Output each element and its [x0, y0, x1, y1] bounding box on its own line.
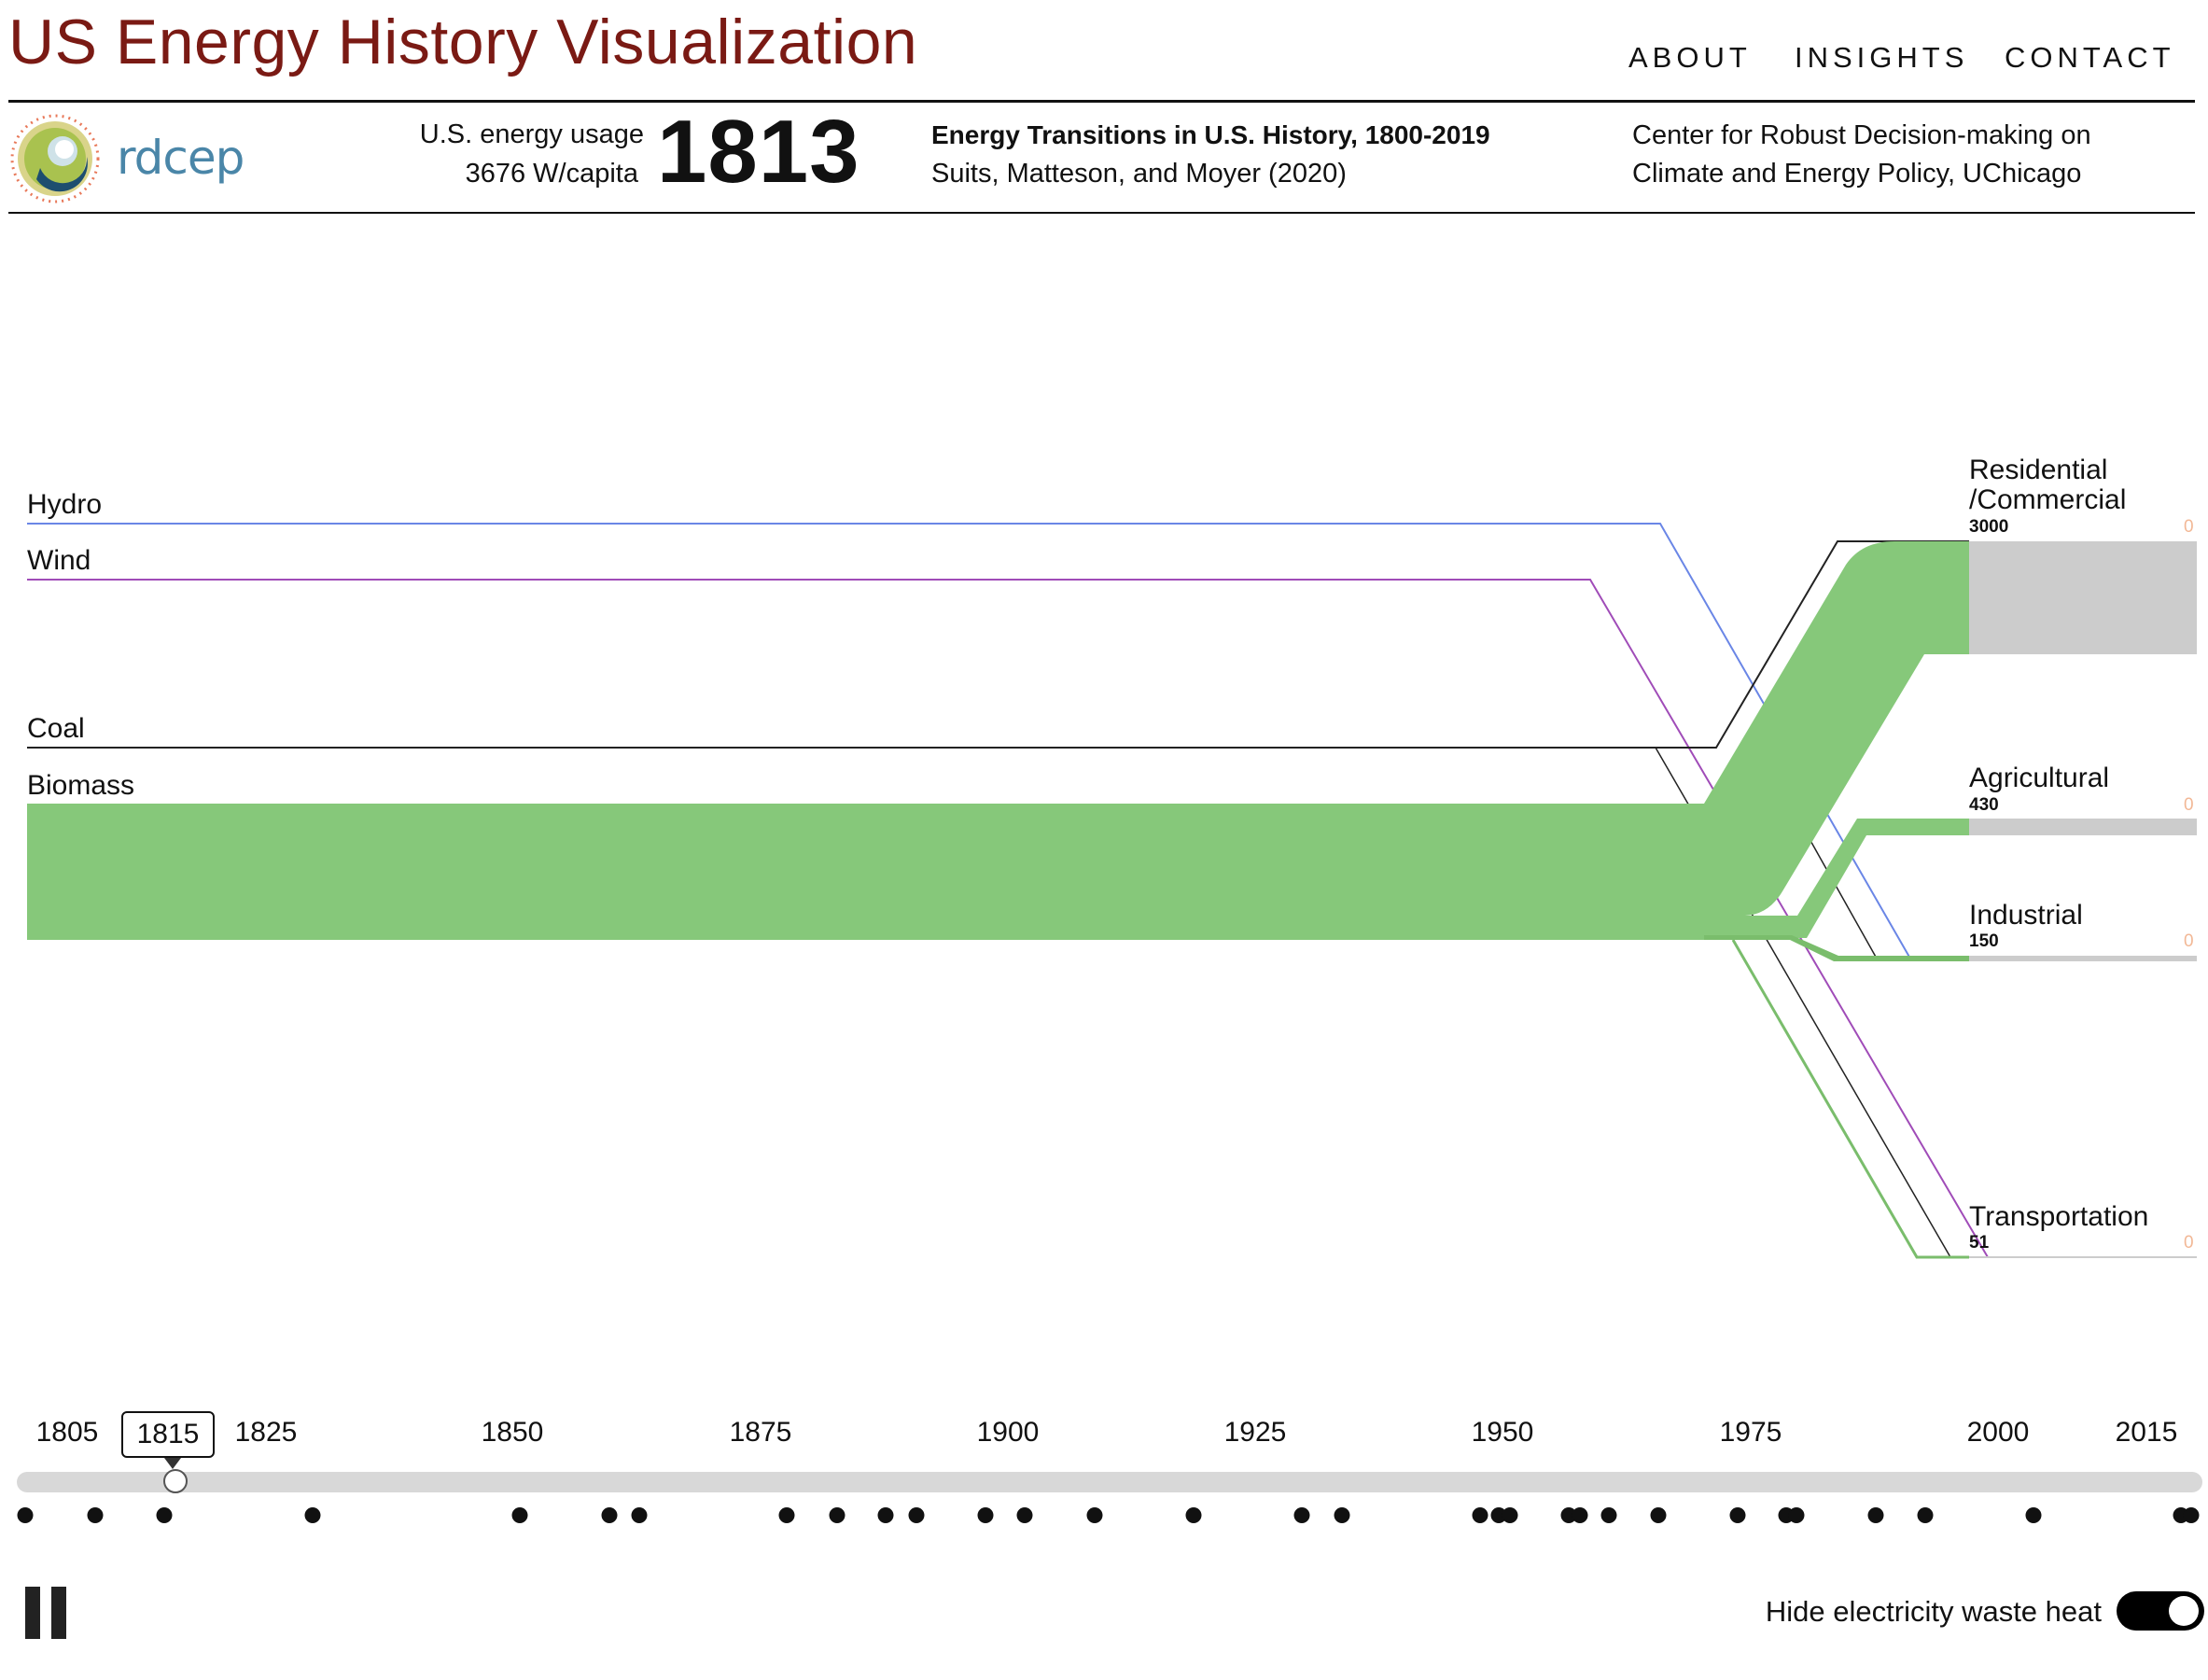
sink-bar-industrial — [1969, 956, 2197, 961]
waste-heat-toggle-label: Hide electricity waste heat — [1765, 1595, 2102, 1628]
timeline-label-1825[interactable]: 1825 — [234, 1417, 298, 1448]
timeline-event-dot[interactable] — [1472, 1507, 1488, 1523]
sink-value-industrial: 150 — [1969, 931, 1999, 951]
page-title: US Energy History Visualization — [8, 7, 918, 77]
logo-text: rdcep — [117, 131, 245, 185]
info-divider — [8, 212, 2195, 214]
timeline-event-dot[interactable] — [1600, 1507, 1617, 1523]
source-label-wind: Wind — [27, 545, 91, 576]
sink-label-transportation: Transportation — [1969, 1201, 2148, 1232]
sink-value-residential: 3000 — [1969, 517, 2008, 537]
timeline-event-dot[interactable] — [601, 1507, 618, 1523]
usage-value: 3676 W/capita — [465, 159, 638, 189]
timeline-label-1950[interactable]: 1950 — [1471, 1417, 1534, 1448]
timeline-event-dot[interactable] — [1016, 1507, 1033, 1523]
sink-bar-residential — [1969, 541, 2197, 654]
timeline-slider-thumb[interactable] — [163, 1469, 188, 1493]
sink-waste-transportation: 0 — [2184, 1233, 2194, 1253]
sink-value-transportation: 51 — [1969, 1233, 1990, 1253]
sink-label-agricultural: Agricultural — [1969, 763, 2109, 793]
timeline-event-dot[interactable] — [87, 1507, 104, 1523]
flow-biomass-transport — [1731, 939, 1969, 1259]
flow-biomass-agricultural — [1704, 819, 1969, 938]
energy-flow-diagram: Hydro Wind Coal Biomass Residential /Com… — [27, 455, 2197, 1259]
timeline-event-dot[interactable] — [1788, 1507, 1805, 1523]
timeline-event-dot[interactable] — [908, 1507, 925, 1523]
source-biomass-band — [27, 804, 1707, 940]
timeline-label-2000[interactable]: 2000 — [1966, 1417, 2030, 1448]
selected-year-label: 1815 — [136, 1419, 200, 1449]
timeline-event-dot[interactable] — [1086, 1507, 1103, 1523]
timeline-event-dot[interactable] — [1293, 1507, 1310, 1523]
source-label-biomass: Biomass — [27, 770, 134, 801]
header-divider — [8, 100, 2195, 103]
sink-label-industrial: Industrial — [1969, 900, 2083, 931]
timeline-event-dot[interactable] — [1917, 1507, 1934, 1523]
timeline-label-1850[interactable]: 1850 — [481, 1417, 544, 1448]
usage-label: U.S. energy usage — [419, 119, 644, 149]
sink-bar-transportation — [1969, 1256, 2197, 1258]
timeline-event-dot[interactable] — [631, 1507, 648, 1523]
flow-biomass-residential — [1704, 541, 1969, 916]
timeline-event-dot[interactable] — [829, 1507, 845, 1523]
timeline-event-dot[interactable] — [778, 1507, 795, 1523]
flow-wind — [27, 579, 1989, 1258]
center-name-line2: Climate and Energy Policy, UChicago — [1632, 159, 2082, 189]
toggle-knob — [2169, 1596, 2199, 1626]
nav-insights[interactable]: INSIGHTS — [1795, 41, 1969, 74]
pause-icon-bar — [51, 1587, 66, 1639]
center-name-line1: Center for Robust Decision-making on — [1632, 120, 2091, 150]
timeline-event-dot[interactable] — [17, 1507, 34, 1523]
timeline-event-dot[interactable] — [1650, 1507, 1667, 1523]
selected-year-pointer — [164, 1458, 181, 1469]
nav-about[interactable]: ABOUT — [1628, 41, 1752, 74]
sink-waste-residential: 0 — [2184, 517, 2194, 537]
sink-bar-agricultural — [1969, 819, 2197, 835]
flow-coal-residential — [27, 540, 1969, 749]
timeline-event-dot[interactable] — [1572, 1507, 1588, 1523]
timeline-event-dot[interactable] — [304, 1507, 321, 1523]
timeline-event-dot[interactable] — [156, 1507, 173, 1523]
rdcep-globe-icon — [10, 114, 100, 203]
timeline-event-dot[interactable] — [511, 1507, 528, 1523]
timeline-label-1975[interactable]: 1975 — [1719, 1417, 1782, 1448]
timeline-label-2015[interactable]: 2015 — [2115, 1417, 2178, 1448]
source-label-coal: Coal — [27, 713, 85, 744]
timeline-event-dot[interactable] — [977, 1507, 994, 1523]
timeline-event-dot[interactable] — [1867, 1507, 1884, 1523]
timeline-event-dot[interactable] — [1334, 1507, 1350, 1523]
timeline-label-1900[interactable]: 1900 — [976, 1417, 1040, 1448]
selected-year-box: 1815 — [121, 1411, 215, 1458]
waste-heat-toggle[interactable] — [2117, 1591, 2204, 1631]
flow-biomass-industrial — [1704, 935, 1969, 961]
timeline-label-1805[interactable]: 1805 — [35, 1417, 99, 1448]
sink-label-residential: Residential — [1969, 455, 2107, 485]
pause-button[interactable] — [23, 1587, 68, 1639]
timeline-label-1875[interactable]: 1875 — [729, 1417, 792, 1448]
rdcep-logo[interactable] — [8, 112, 232, 205]
timeline-event-dot[interactable] — [2025, 1507, 2042, 1523]
timeline-event-dot[interactable] — [2183, 1507, 2200, 1523]
sink-value-agricultural: 430 — [1969, 795, 1999, 815]
timeline-event-dot[interactable] — [1502, 1507, 1518, 1523]
timeline-event-dot[interactable] — [1185, 1507, 1202, 1523]
paper-title[interactable]: Energy Transitions in U.S. History, 1800… — [931, 120, 1490, 149]
current-year: 1813 — [657, 102, 860, 202]
sink-waste-industrial: 0 — [2184, 931, 2194, 951]
timeline-slider-track[interactable] — [17, 1472, 2202, 1492]
timeline-label-1925[interactable]: 1925 — [1223, 1417, 1287, 1448]
paper-authors: Suits, Matteson, and Moyer (2020) — [931, 159, 1347, 189]
source-label-hydro: Hydro — [27, 489, 102, 520]
timeline-event-dot[interactable] — [877, 1507, 894, 1523]
timeline-event-dot[interactable] — [1729, 1507, 1746, 1523]
pause-icon — [25, 1587, 40, 1639]
sink-waste-agricultural: 0 — [2184, 795, 2194, 815]
nav-contact[interactable]: CONTACT — [2005, 41, 2175, 74]
sink-label-commercial: /Commercial — [1969, 484, 2126, 515]
